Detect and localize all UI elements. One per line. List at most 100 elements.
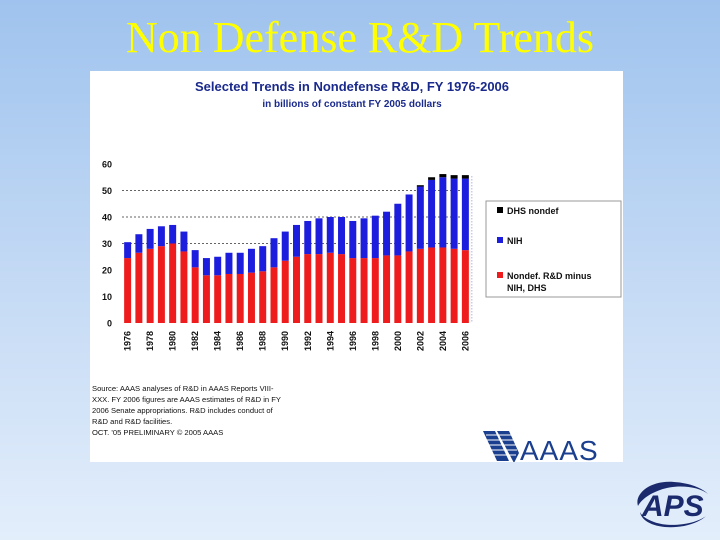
x-tick-label: 1988: [258, 331, 268, 351]
legend-label-nih: NIH: [507, 236, 523, 246]
bar-segment: [202, 258, 210, 276]
bar-segment: [124, 258, 132, 323]
aps-logo-swoosh: [637, 481, 708, 506]
bar-segment: [304, 220, 312, 255]
bar-segment: [439, 177, 447, 248]
bar-segment: [225, 273, 233, 323]
x-tick-label: 1994: [325, 331, 335, 351]
bar-segment: [124, 242, 132, 259]
bar-segment: [214, 256, 222, 276]
bar-segment: [169, 243, 177, 323]
bar-segment: [428, 247, 436, 323]
y-tick-label: 10: [102, 292, 112, 302]
y-tick-label: 0: [107, 319, 112, 329]
bar-segment: [191, 267, 199, 323]
chart-subtitle: in billions of constant FY 2005 dollars: [262, 99, 442, 110]
bar-segment: [394, 255, 402, 323]
bar-segment: [450, 178, 458, 249]
bar-segment: [315, 218, 323, 255]
legend-label-nondef-line1: Nondef. R&D minus: [507, 271, 592, 281]
bar-segment: [293, 256, 300, 323]
aaas-logo: AAAS: [483, 431, 599, 466]
bar-segment: [349, 258, 357, 323]
x-tick-label: 1984: [213, 331, 223, 351]
bar-segment: [135, 252, 143, 323]
y-tick-label: 60: [102, 160, 112, 170]
bar-segment: [214, 275, 222, 323]
bar-segment: [315, 254, 323, 323]
bar-segment: [236, 252, 244, 274]
bar-segment: [247, 248, 255, 273]
bar-segment: [338, 254, 346, 323]
x-tick-label: 1986: [235, 331, 245, 351]
bar-segment: [338, 217, 346, 255]
bar-segment: [383, 255, 391, 323]
x-tick-label: 1992: [303, 331, 313, 351]
x-tick-label: 1976: [123, 331, 133, 351]
chart-title: Selected Trends in Nondefense R&D, FY 19…: [195, 79, 509, 94]
aaas-logo-mark: [483, 431, 519, 463]
bar-segment: [428, 179, 436, 248]
slide-title: Non Defense R&D Trends: [125, 13, 595, 62]
bar-segment: [247, 272, 255, 323]
legend-label-dhs: DHS nondef: [507, 206, 559, 216]
x-tick-label: 2004: [438, 331, 448, 351]
bar-segment: [146, 248, 154, 323]
x-tick-label: 1982: [190, 331, 200, 351]
x-tick-label: 2002: [415, 331, 425, 351]
legend-label-nondef-line2: NIH, DHS: [507, 283, 547, 293]
bar-segment: [157, 246, 165, 323]
bar-segment: [270, 267, 278, 323]
bar-segment: [202, 275, 210, 323]
bar-segment: [428, 177, 436, 180]
source-note-line: Source: AAAS analyses of R&D in AAAS Rep…: [92, 384, 274, 393]
bar-segment: [360, 218, 368, 259]
bar-segment: [225, 252, 233, 274]
legend-label-nondef: Nondef. R&D minus NIH, DHS: [507, 271, 594, 293]
y-tick-label: 50: [102, 186, 112, 196]
bar-segment: [405, 194, 413, 252]
axes: 0 10 20 30 40 50 60 1976 1978 1980 1982 1984 1986 198…: [102, 160, 470, 352]
bar-segment: [450, 175, 458, 179]
bar-segment: [416, 185, 424, 187]
bar-segment: [281, 231, 289, 261]
chart-panel: Selected Trends in Nondefense R&D, FY 19…: [90, 71, 623, 466]
aaas-logo-text: AAAS: [520, 435, 599, 462]
bar-segment: [439, 174, 447, 178]
source-note-line: 2006 Senate appropriations. R&D includes…: [92, 406, 274, 415]
legend-box: [485, 200, 622, 298]
bar-segment: [416, 248, 424, 323]
x-tick-label: 1996: [348, 331, 358, 351]
y-tick-label: 40: [102, 213, 112, 223]
bar-segment: [394, 203, 402, 256]
bar-segment: [383, 211, 391, 256]
y-tick-label: 20: [102, 266, 112, 276]
chart-svg: Selected Trends in Nondefense R&D, FY 19…: [92, 79, 622, 466]
bar-segment: [405, 251, 413, 323]
bar-segment: [146, 228, 154, 249]
x-tick-label: 2006: [460, 331, 470, 351]
x-tick-label: 1978: [145, 331, 155, 351]
legend-swatch-nih: [497, 237, 503, 243]
y-tick-label: 30: [102, 239, 112, 249]
aps-logo: APS: [637, 481, 708, 528]
bar-segment: [169, 224, 177, 244]
bars: [124, 174, 474, 323]
bar-segment: [259, 271, 267, 323]
bar-segment: [349, 220, 357, 259]
aps-logo-swoosh: [640, 512, 706, 528]
legend: DHS nondef NIH Nondef. R&D minus NIH, DH…: [485, 200, 622, 298]
bar-segment: [450, 248, 458, 323]
x-tick-label: 2000: [393, 331, 403, 351]
bar-segment: [461, 178, 469, 251]
bar-segment: [180, 251, 188, 323]
bar-segment: [439, 247, 447, 323]
bar-segment: [259, 246, 267, 272]
x-tick-label: 1998: [370, 331, 380, 351]
x-tick-label: 1990: [280, 331, 290, 351]
bar-segment: [461, 175, 469, 179]
bar-segment: [191, 250, 199, 268]
bar-segment: [270, 238, 278, 268]
source-note: Source: AAAS analyses of R&D in AAAS Rep…: [92, 384, 281, 437]
bar-segment: [236, 273, 244, 323]
